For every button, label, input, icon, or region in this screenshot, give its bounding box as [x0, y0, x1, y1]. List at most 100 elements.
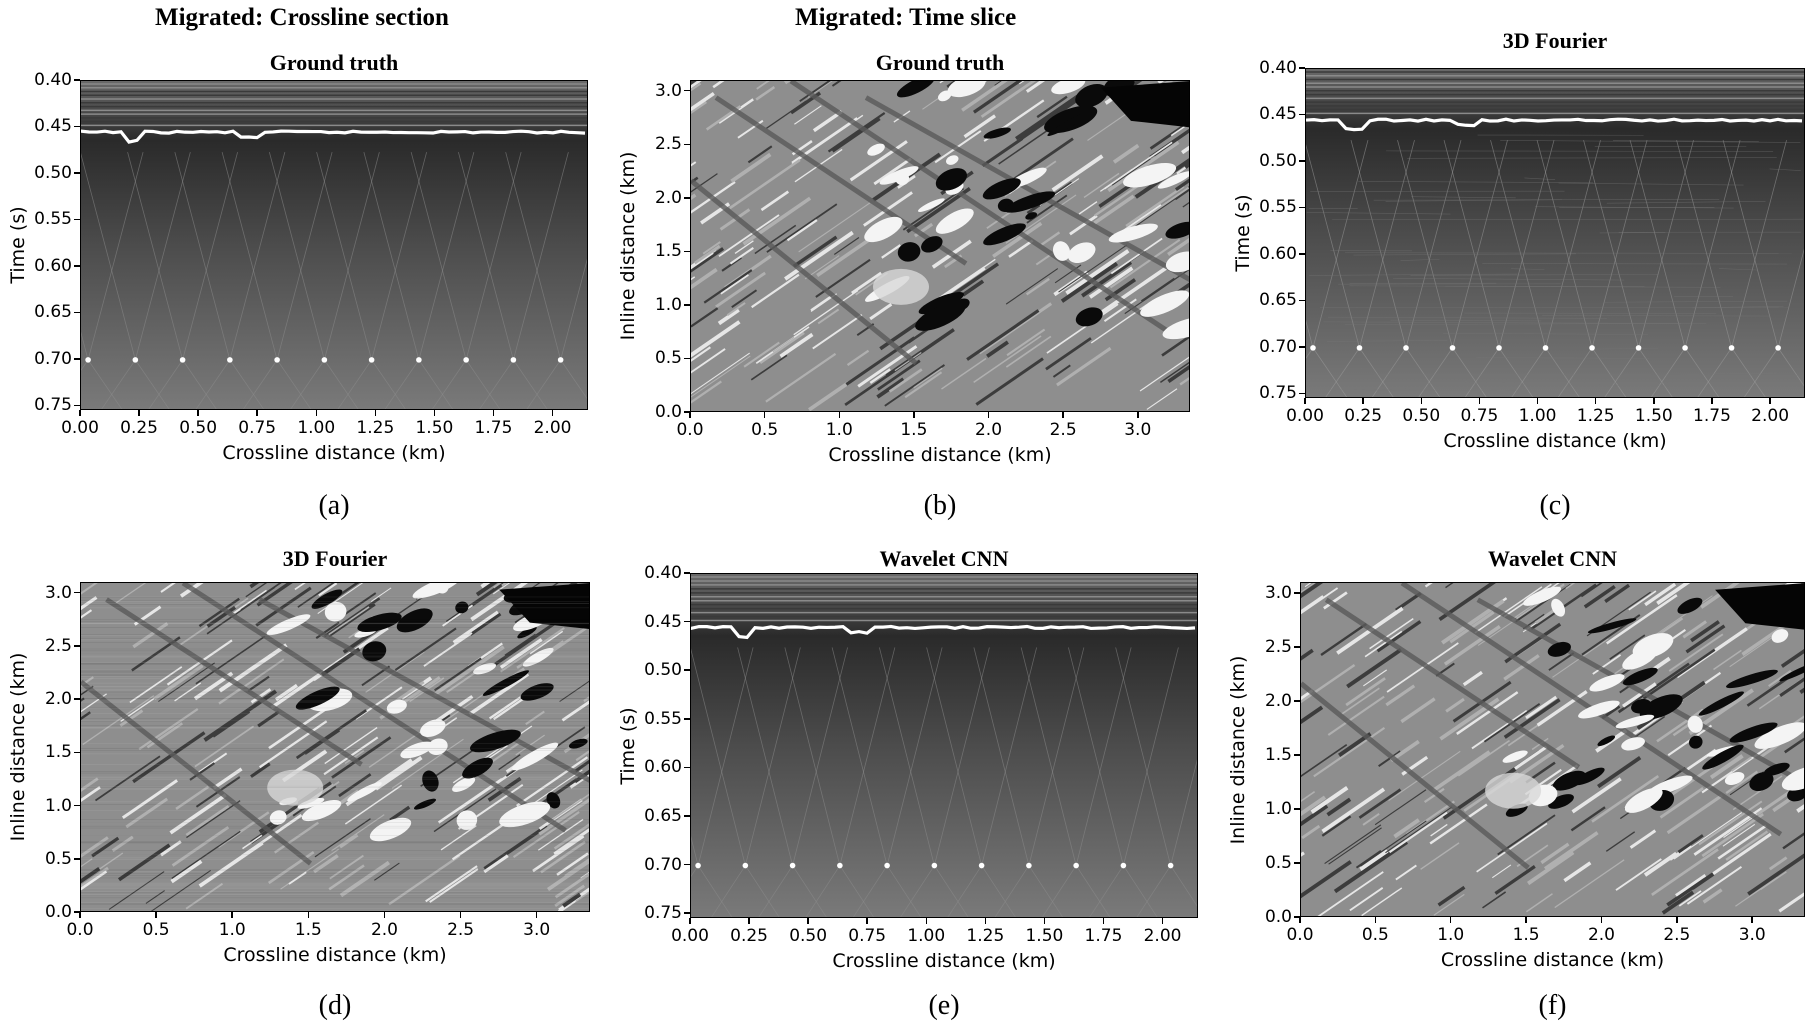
texture-streak: [516, 756, 589, 807]
x-tick-label: 1.50: [415, 418, 454, 438]
texture-streak: [1482, 891, 1507, 909]
x-tick-label: 0.00: [61, 418, 99, 438]
x-tick-mark: [535, 912, 538, 918]
texture-streak: [1369, 617, 1414, 650]
x-tick-mark: [1137, 412, 1139, 418]
texture-streak: [1388, 750, 1461, 802]
amplitude-blob: [517, 626, 537, 639]
texture-streak: [323, 597, 381, 638]
x-tick-mark: [1536, 398, 1539, 404]
texture-streak: [1527, 850, 1575, 886]
amplitude-blob: [1052, 241, 1071, 261]
texture-streak: [1592, 654, 1622, 675]
x-tick-mark: [1769, 398, 1771, 404]
texture-streak: [904, 371, 943, 399]
texture-streak: [138, 707, 199, 751]
texture-streak: [831, 117, 881, 153]
texture-streak: [338, 583, 360, 597]
panel-title: Ground truth: [269, 50, 399, 75]
texture-streak: [81, 711, 91, 721]
x-tick-mark: [866, 918, 868, 924]
x-tick-label: 2.5: [1663, 925, 1691, 945]
texture-streak: [537, 818, 584, 851]
amplitude-blob: [935, 168, 968, 191]
texture-streak: [1768, 856, 1788, 871]
x-tick-mark: [987, 412, 990, 418]
point-diffractor: [1589, 345, 1595, 351]
amplitude-blob: [522, 647, 554, 667]
texture-streak: [1698, 800, 1763, 846]
noise-streak: [1407, 157, 1777, 159]
texture-streak: [702, 241, 721, 255]
point-diffractor: [1542, 345, 1549, 351]
x-tick-label: 1.25: [1576, 406, 1615, 426]
texture-streak: [433, 788, 497, 833]
texture-streak: [1725, 830, 1769, 861]
amplitude-blob: [1632, 633, 1674, 659]
y-tick-mark: [74, 311, 80, 314]
texture-streak: [1691, 872, 1715, 890]
amplitude-blob: [1157, 171, 1189, 189]
section-background: [1306, 69, 1804, 397]
amplitude-blob: [400, 741, 434, 759]
noise-streak: [1558, 182, 1744, 186]
texture-streak: [1301, 791, 1316, 803]
texture-streak: [1069, 214, 1098, 236]
amplitude-blob: [1729, 722, 1778, 743]
x-tick-label: 1.00: [297, 418, 336, 438]
y-tick-mark: [684, 572, 690, 574]
x-tick-mark: [838, 412, 840, 418]
texture-streak: [845, 336, 916, 386]
amplitude-blob: [946, 155, 959, 165]
texture-streak: [1400, 697, 1436, 724]
texture-streak: [1628, 590, 1657, 611]
texture-streak: [1301, 689, 1314, 701]
texture-streak: [1088, 266, 1134, 299]
x-tick-mark: [689, 918, 691, 924]
texture-streak: [318, 583, 338, 597]
point-diffractor: [368, 357, 375, 363]
texture-streak: [339, 860, 391, 898]
texture-streak: [1718, 635, 1736, 648]
point-diffractor: [837, 862, 843, 869]
amplitude-blob: [947, 81, 986, 98]
seismic-section-image: [1306, 69, 1804, 397]
texture-streak: [963, 114, 996, 139]
amplitude-blob: [1726, 669, 1778, 689]
x-tick-label: 1.75: [1084, 926, 1123, 946]
amplitude-blob: [1047, 110, 1093, 136]
panel-caption: (b): [923, 490, 957, 521]
noise-streak: [1719, 268, 1758, 271]
y-tick-mark: [684, 411, 690, 413]
point-diffractor: [789, 862, 796, 869]
y-tick-label: 0.0: [654, 402, 682, 422]
texture-streak: [760, 190, 790, 212]
texture-streak: [175, 785, 210, 811]
texture-streak: [1437, 885, 1466, 907]
texture-streak: [712, 81, 725, 89]
y-axis-label: Time (s): [7, 206, 29, 284]
y-tick-mark: [684, 143, 690, 145]
fault-lineament: [864, 95, 1189, 282]
texture-streak: [691, 267, 718, 290]
noise-streak: [1542, 314, 1770, 317]
amplitude-blob: [915, 302, 966, 331]
texture-streak: [146, 722, 184, 749]
x-tick-mark: [1062, 412, 1064, 418]
fault-lineament: [181, 583, 567, 833]
texture-streak: [884, 364, 945, 407]
point-diffractor: [510, 357, 517, 363]
y-tick-label: 0.70: [34, 348, 72, 369]
y-tick-mark: [74, 358, 80, 360]
amplitude-blob: [1754, 722, 1804, 749]
texture-streak: [721, 256, 742, 272]
texture-streak: [1642, 648, 1716, 700]
texture-streak: [115, 583, 147, 604]
texture-streak: [492, 583, 511, 595]
texture-streak: [125, 797, 169, 829]
texture-streak: [1149, 120, 1189, 150]
texture-streak: [1656, 583, 1691, 605]
y-tick-label: 0.60: [644, 757, 682, 778]
y-tick-mark: [1294, 862, 1300, 864]
x-tick-label: 0.75: [238, 418, 277, 438]
